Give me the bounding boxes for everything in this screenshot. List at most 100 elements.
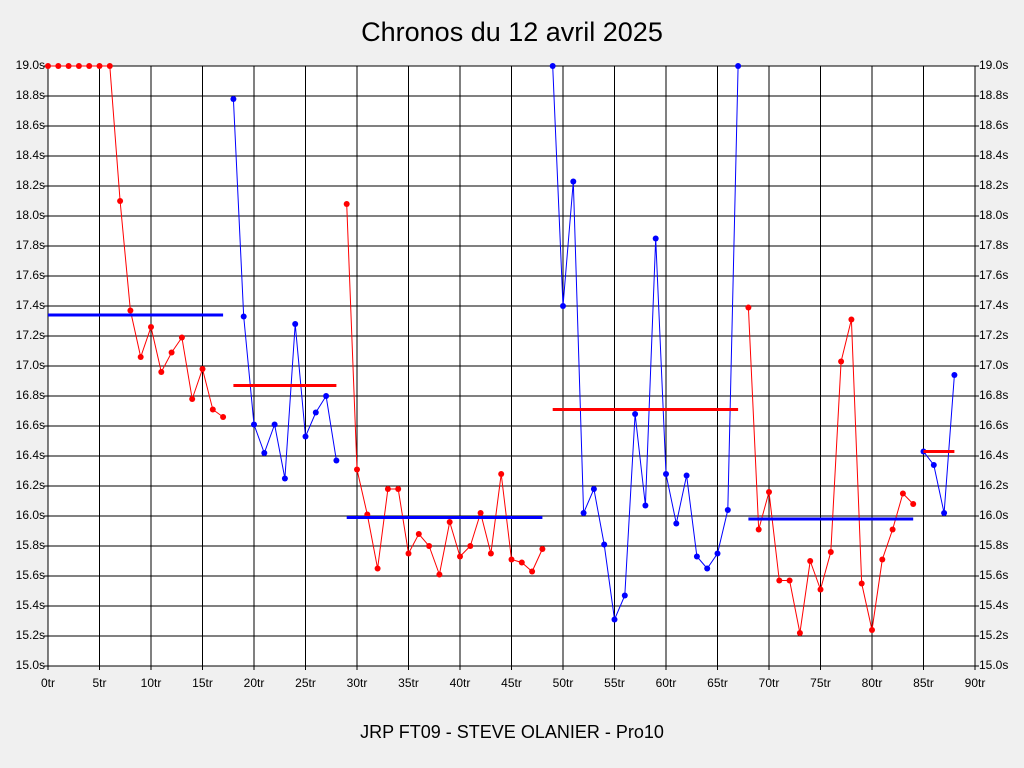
point [714,550,721,557]
point [590,486,597,492]
x-tick-label: 5tr [92,676,106,690]
point [673,520,680,527]
point [899,490,906,497]
x-tick-label: 45tr [501,676,522,690]
y-tick-label: 16.6s [16,418,45,432]
y-tick-label: 18.6s [16,118,45,132]
x-tick-label: 60tr [656,676,677,690]
point [941,510,948,516]
x-tick-label: 70tr [759,676,780,690]
y-tick-label: 19.0s [16,58,45,72]
y-tick-label: 17.2s [16,328,45,342]
point [786,577,793,584]
point [508,556,515,563]
point [220,414,227,420]
point [611,616,618,623]
y-tick-label: 17.4s [16,298,45,312]
y-tick-label: 18.2s [16,178,45,192]
y2-tick-label: 16.0s [979,508,1008,522]
x-tick-label: 75tr [810,676,831,690]
point [549,63,556,69]
point [580,510,587,516]
point [776,577,783,584]
chart-footer: JRP FT09 - STEVE OLANIER - Pro10 [360,722,664,742]
point [457,553,463,560]
point [518,559,525,566]
y2-tick-label: 17.4s [979,298,1008,312]
point [889,526,896,533]
point [951,372,958,378]
y-tick-label: 18.4s [16,148,45,162]
point [621,592,628,599]
y2-tick-label: 17.2s [979,328,1008,342]
point [106,63,113,69]
point [230,96,237,102]
y2-tick-label: 16.6s [979,418,1008,432]
y2-tick-label: 17.8s [979,238,1008,252]
point [240,313,247,320]
x-tick-label: 35tr [398,676,419,690]
point [374,565,381,572]
point [487,550,494,557]
point [75,63,82,69]
y2-tick-label: 15.6s [979,568,1008,582]
point [570,178,577,185]
point [45,63,51,69]
point [127,307,134,314]
y2-tick-label: 15.0s [979,658,1008,672]
point [745,304,752,311]
point [704,565,711,572]
y2-tick-label: 17.0s [979,358,1008,372]
point [343,201,350,207]
x-tick-label: 20tr [244,676,265,690]
point [858,580,865,587]
point [251,421,257,428]
y-tick-label: 15.2s [16,628,45,642]
point [807,558,814,564]
point [724,507,731,513]
y-tick-label: 16.4s [16,448,45,462]
point [663,471,669,477]
chart-title: Chronos du 12 avril 2025 [361,17,663,47]
point [498,471,505,477]
point [395,486,402,492]
point [529,568,536,575]
point [632,411,639,417]
point [642,502,649,509]
point [178,334,185,341]
point [930,462,937,468]
y-tick-label: 16.2s [16,478,45,492]
point [827,549,834,555]
point [477,510,484,516]
point [446,519,453,525]
y-tick-label: 16.0s [16,508,45,522]
point [333,457,340,464]
x-tick-label: 50tr [553,676,574,690]
y2-tick-label: 16.2s [979,478,1008,492]
y2-tick-label: 18.8s [979,88,1008,102]
y2-tick-label: 16.4s [979,448,1008,462]
y2-tick-label: 18.2s [979,178,1008,192]
x-tick-label: 65tr [707,676,728,690]
line [346,203,543,577]
x-tick-label: 85tr [913,676,934,690]
y-tick-label: 18.8s [16,88,45,102]
point [55,63,62,69]
y2-tick-label: 18.0s [979,208,1008,222]
point [158,369,165,375]
y-tick-label: 16.8s [16,388,45,402]
y-tick-label: 15.0s [16,658,45,672]
point [189,396,196,402]
y2-tick-label: 18.4s [979,148,1008,162]
point [168,349,175,356]
point [766,489,772,495]
point [560,303,566,309]
y2-tick-label: 15.4s [979,598,1008,612]
y-tick-label: 15.8s [16,538,45,552]
point [199,366,206,372]
y2-tick-label: 17.6s [979,268,1008,282]
y-tick-label: 15.6s [16,568,45,582]
point [271,421,278,428]
x-tick-label: 55tr [604,676,625,690]
